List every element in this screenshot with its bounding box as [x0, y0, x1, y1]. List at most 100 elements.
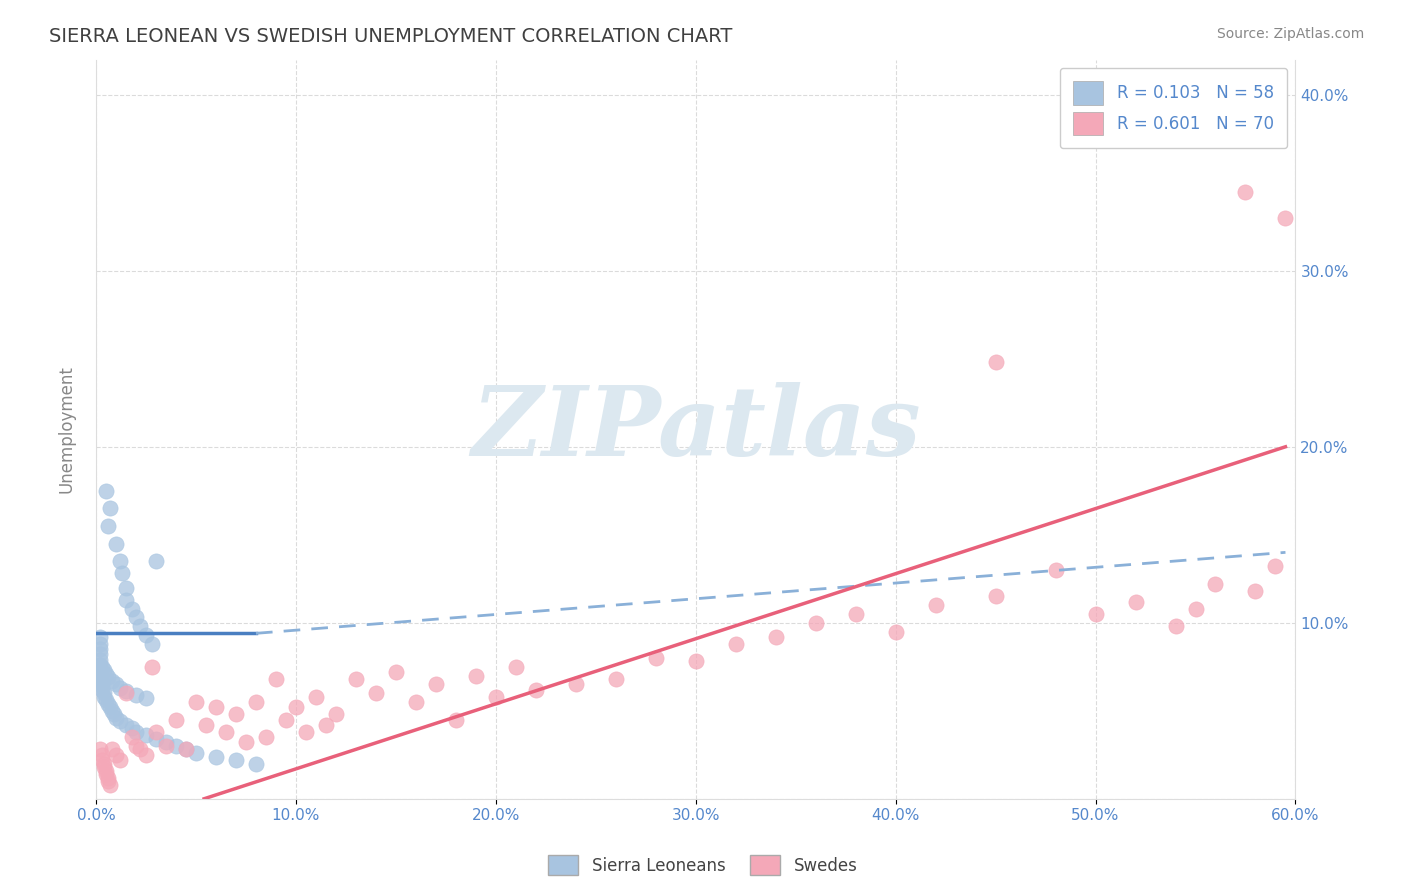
- Point: [205, 700, 228, 714]
- Point: [115, 718, 138, 732]
- Point: [98, 501, 121, 516]
- Point: [105, 536, 128, 550]
- Point: [101, 742, 124, 756]
- Point: [1164, 619, 1187, 633]
- Point: [94, 666, 117, 681]
- Point: [1125, 594, 1147, 608]
- Point: [245, 756, 267, 771]
- Point: [325, 707, 347, 722]
- Point: [984, 355, 1007, 369]
- Point: [101, 673, 124, 688]
- Point: [93, 756, 115, 771]
- Point: [108, 714, 131, 729]
- Point: [89, 672, 111, 686]
- Point: [165, 739, 187, 753]
- Point: [284, 700, 307, 714]
- Point: [121, 722, 143, 736]
- Point: [235, 735, 257, 749]
- Point: [97, 519, 120, 533]
- Point: [135, 628, 157, 642]
- Point: [105, 711, 128, 725]
- Point: [155, 735, 177, 749]
- Point: [1264, 559, 1286, 574]
- Point: [93, 690, 115, 704]
- Point: [215, 724, 238, 739]
- Point: [174, 742, 197, 756]
- Point: [984, 590, 1007, 604]
- Point: [605, 672, 627, 686]
- Point: [924, 598, 946, 612]
- Point: [111, 566, 134, 581]
- Point: [804, 615, 827, 630]
- Point: [91, 675, 114, 690]
- Point: [295, 724, 318, 739]
- Point: [205, 749, 228, 764]
- Point: [129, 619, 152, 633]
- Point: [141, 659, 163, 673]
- Point: [125, 724, 148, 739]
- Point: [685, 655, 707, 669]
- Point: [98, 700, 121, 714]
- Point: [464, 668, 486, 682]
- Point: [1084, 607, 1107, 621]
- Point: [174, 742, 197, 756]
- Point: [125, 610, 148, 624]
- Point: [129, 742, 152, 756]
- Point: [1184, 601, 1206, 615]
- Point: [315, 718, 337, 732]
- Point: [121, 601, 143, 615]
- Point: [105, 747, 128, 762]
- Point: [1244, 584, 1267, 599]
- Point: [254, 730, 277, 744]
- Text: SIERRA LEONEAN VS SWEDISH UNEMPLOYMENT CORRELATION CHART: SIERRA LEONEAN VS SWEDISH UNEMPLOYMENT C…: [49, 27, 733, 45]
- Point: [125, 739, 148, 753]
- Point: [145, 731, 167, 746]
- Point: [105, 677, 128, 691]
- Point: [89, 742, 111, 756]
- Point: [405, 695, 427, 709]
- Point: [194, 718, 217, 732]
- Point: [565, 677, 588, 691]
- Point: [94, 767, 117, 781]
- Point: [94, 483, 117, 498]
- Point: [125, 688, 148, 702]
- Point: [98, 778, 121, 792]
- Point: [91, 682, 114, 697]
- Point: [93, 686, 115, 700]
- Point: [89, 648, 111, 662]
- Point: [89, 630, 111, 644]
- Point: [108, 753, 131, 767]
- Text: ZIPatlas: ZIPatlas: [471, 382, 921, 476]
- Point: [274, 713, 297, 727]
- Legend: Sierra Leoneans, Swedes: Sierra Leoneans, Swedes: [540, 847, 866, 884]
- Point: [765, 630, 787, 644]
- Point: [103, 707, 125, 722]
- Point: [93, 663, 115, 677]
- Point: [1205, 577, 1227, 591]
- Point: [97, 774, 120, 789]
- Point: [91, 747, 114, 762]
- Point: [97, 697, 120, 711]
- Point: [1234, 185, 1257, 199]
- Point: [121, 730, 143, 744]
- Point: [89, 665, 111, 679]
- Point: [94, 764, 117, 778]
- Point: [444, 713, 467, 727]
- Point: [91, 753, 114, 767]
- Point: [89, 637, 111, 651]
- Point: [884, 624, 907, 639]
- Point: [135, 691, 157, 706]
- Point: [485, 690, 508, 704]
- Point: [89, 668, 111, 682]
- Point: [89, 653, 111, 667]
- Point: [89, 658, 111, 673]
- Point: [115, 684, 138, 698]
- Point: [644, 651, 666, 665]
- Point: [145, 724, 167, 739]
- Point: [184, 746, 207, 760]
- Point: [385, 665, 408, 679]
- Point: [91, 659, 114, 673]
- Point: [1045, 563, 1067, 577]
- Point: [135, 747, 157, 762]
- Point: [91, 679, 114, 693]
